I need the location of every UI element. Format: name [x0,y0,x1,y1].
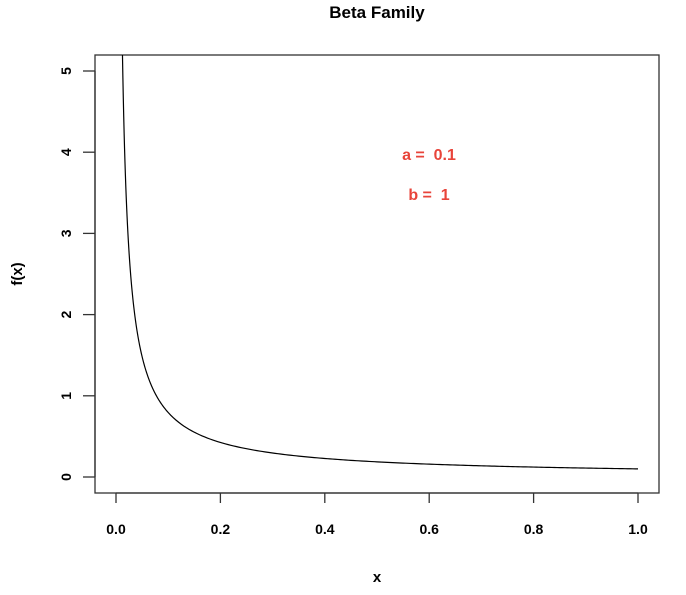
density-curve [121,54,639,470]
y-tick-label: 4 [58,148,74,156]
x-axis-label: x [373,569,382,586]
x-tick-label: 1.0 [628,521,648,537]
y-tick-label: 0 [58,473,74,481]
annotation-a: a = 0.1 [402,147,456,164]
y-axis-label: f(x) [9,262,26,285]
y-tick-label: 1 [58,392,74,400]
y-axis: 0 1 2 3 4 5 [58,67,96,481]
chart-title: Beta Family [329,3,425,22]
y-tick-label: 5 [58,67,74,75]
x-axis: 0.0 0.2 0.4 0.6 0.8 1.0 [106,492,648,537]
y-tick-label: 3 [58,229,74,237]
x-tick-label: 0.8 [524,521,544,537]
y-tick-label: 2 [58,310,74,318]
annotation-b: b = 1 [408,187,449,204]
x-tick-label: 0.4 [315,521,335,537]
x-tick-label: 0.6 [419,521,439,537]
x-tick-label: 0.2 [211,521,231,537]
x-tick-label: 0.0 [106,521,126,537]
plot-frame [94,54,660,494]
